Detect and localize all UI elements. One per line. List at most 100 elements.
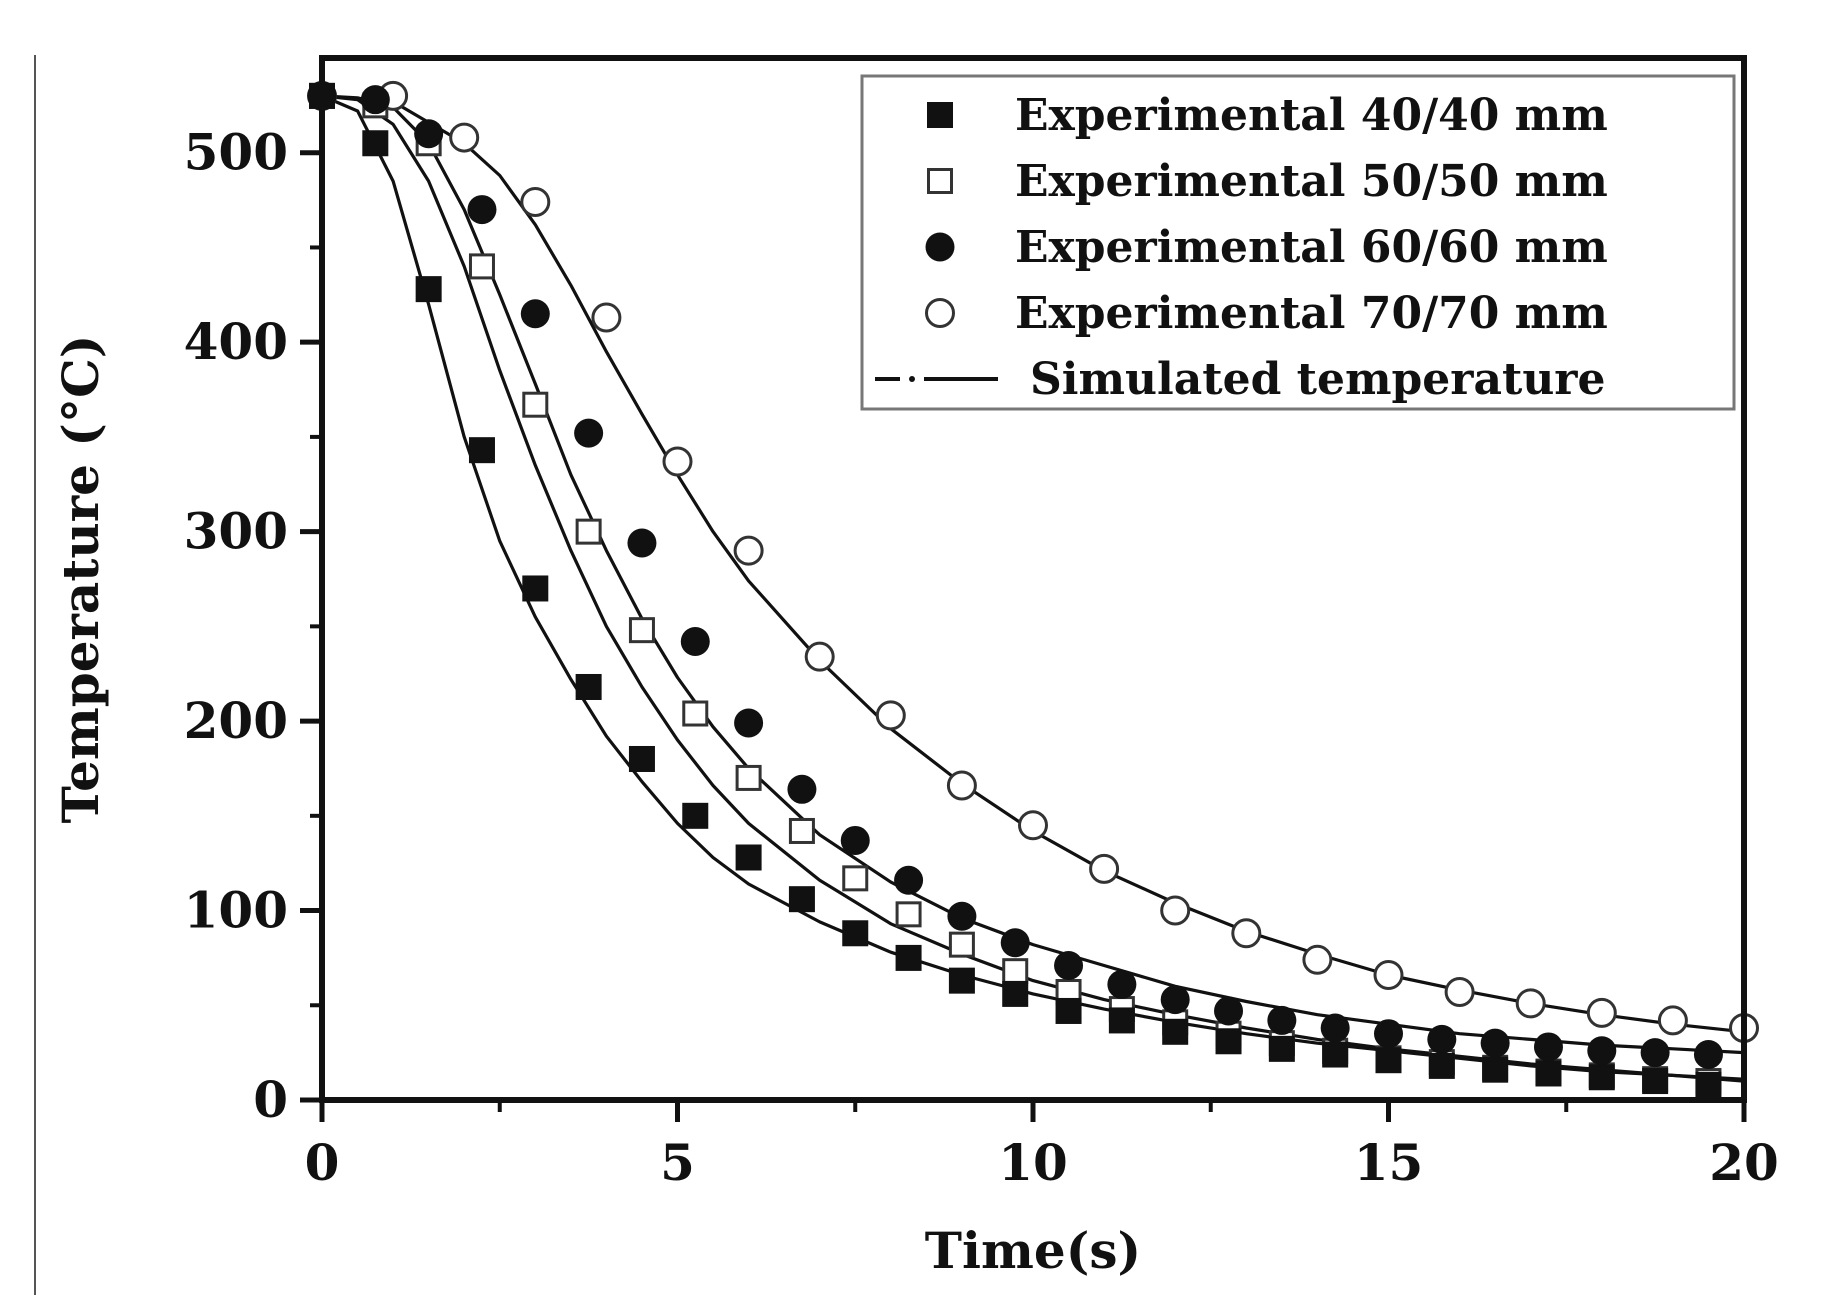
y-tick-label: 500: [184, 123, 288, 182]
marker-open-circle-point: [946, 770, 977, 801]
marker-filled-square-point: [1108, 1007, 1135, 1034]
x-tick-label: 10: [998, 1133, 1068, 1192]
marker-open-circle-point: [449, 122, 480, 153]
marker-open-circle-point: [591, 302, 622, 333]
marker-filled-circle-point: [627, 528, 657, 558]
marker-filled-circle-point: [574, 418, 604, 448]
marker-filled-circle-point: [1480, 1028, 1510, 1058]
marker-filled-circle-point: [787, 774, 817, 804]
marker-filled-square-point: [1482, 1056, 1509, 1083]
marker-filled-square-point: [628, 745, 655, 772]
marker-filled-circle-point: [1320, 1013, 1350, 1043]
marker-filled-square-point: [842, 920, 869, 947]
marker-filled-square-point: [1588, 1064, 1615, 1091]
marker-filled-square-point: [415, 276, 442, 303]
marker-filled-circle-point: [894, 865, 924, 895]
marker-filled-circle-point: [1374, 1019, 1403, 1049]
legend-label: Experimental 60/60 mm: [1015, 222, 1608, 273]
marker-open-square-point: [842, 865, 869, 892]
marker-filled-square-point: [1002, 980, 1029, 1007]
marker-filled-circle-point: [414, 119, 444, 149]
marker-open-circle-point: [1586, 997, 1617, 1028]
marker-filled-circle-point: [360, 85, 390, 115]
marker-open-square-point: [895, 901, 922, 928]
marker-filled-circle-point: [1587, 1036, 1617, 1066]
marker-open-circle-point: [733, 535, 764, 566]
marker-filled-circle-point: [467, 195, 497, 225]
marker-open-square-point: [1002, 958, 1029, 985]
marker-filled-circle-point: [1214, 996, 1244, 1026]
marker-open-circle-point: [520, 186, 551, 217]
marker-open-circle-point: [804, 641, 835, 672]
marker-open-circle-point: [1515, 988, 1546, 1019]
marker-filled-circle-point: [680, 627, 710, 657]
marker-open-square-point: [682, 700, 709, 727]
marker-open-square-point: [468, 253, 495, 280]
marker-filled-square-point: [735, 844, 762, 871]
marker-filled-square-point: [788, 886, 815, 913]
marker-filled-circle-point: [1533, 1032, 1563, 1062]
legend-label: Simulated temperature: [1030, 354, 1605, 405]
marker-filled-square-point: [1428, 1052, 1455, 1079]
x-tick-label: 0: [305, 1133, 340, 1192]
marker-open-circle-point: [875, 700, 906, 731]
marker-open-circle-point: [1160, 895, 1191, 926]
legend-marker-open-square: [927, 168, 953, 194]
y-axis-title: Temperature (°C): [51, 335, 110, 824]
marker-filled-circle-point: [840, 825, 870, 855]
y-tick-label: 300: [184, 502, 288, 561]
marker-filled-square-point: [575, 673, 602, 700]
marker-filled-square-point: [468, 437, 495, 464]
marker-filled-square-point: [1535, 1060, 1562, 1087]
marker-filled-circle-point: [1640, 1038, 1670, 1068]
x-tick-label: 15: [1354, 1133, 1424, 1192]
y-tick-label: 400: [184, 312, 288, 371]
marker-filled-square-point: [362, 130, 389, 157]
marker-open-circle-point: [1089, 853, 1120, 884]
marker-open-circle-point: [1018, 810, 1048, 841]
marker-open-square-point: [522, 391, 549, 418]
marker-filled-circle-point: [734, 708, 764, 738]
marker-filled-square-point: [948, 967, 975, 994]
x-tick-label: 5: [660, 1133, 695, 1192]
marker-filled-circle-point: [947, 901, 977, 931]
marker-open-circle-point: [1444, 977, 1475, 1008]
legend-label: Experimental 70/70 mm: [1015, 288, 1608, 339]
marker-filled-circle-point: [1000, 928, 1030, 958]
marker-filled-square-point: [1695, 1071, 1722, 1098]
marker-filled-square-point: [1162, 1018, 1189, 1045]
marker-open-circle-point: [1373, 959, 1404, 990]
legend-marker-open-circle: [925, 298, 955, 328]
marker-open-square-point: [948, 931, 975, 958]
marker-open-square-point: [735, 764, 762, 791]
marker-open-square-point: [575, 518, 602, 545]
marker-filled-circle-point: [1107, 969, 1137, 999]
marker-open-square-point: [628, 617, 655, 644]
marker-filled-square-point: [1642, 1068, 1669, 1095]
marker-filled-square-point: [1215, 1028, 1242, 1055]
legend-marker-filled-square: [927, 102, 953, 128]
x-axis-title: Time(s): [925, 1221, 1141, 1280]
marker-filled-square-point: [1322, 1041, 1349, 1068]
marker-filled-circle-point: [1427, 1024, 1457, 1054]
y-tick-label: 100: [184, 881, 288, 940]
y-tick-label: 200: [184, 691, 288, 750]
marker-filled-square-point: [522, 575, 549, 602]
marker-filled-circle-point: [1693, 1040, 1723, 1070]
marker-filled-circle-point: [1267, 1005, 1297, 1035]
data-markers: [307, 80, 1759, 1098]
legend-marker-filled-circle: [925, 232, 955, 262]
marker-filled-square-point: [1055, 997, 1082, 1024]
legend-label: Experimental 40/40 mm: [1015, 90, 1608, 141]
marker-filled-circle-point: [1160, 985, 1190, 1015]
marker-filled-square-point: [895, 944, 922, 971]
marker-open-square-point: [788, 817, 815, 844]
marker-filled-square-point: [1375, 1047, 1402, 1074]
marker-open-circle-point: [1231, 918, 1262, 949]
marker-filled-square-point: [682, 802, 709, 829]
marker-open-circle-point: [662, 446, 693, 477]
marker-filled-circle-point: [1054, 950, 1084, 980]
